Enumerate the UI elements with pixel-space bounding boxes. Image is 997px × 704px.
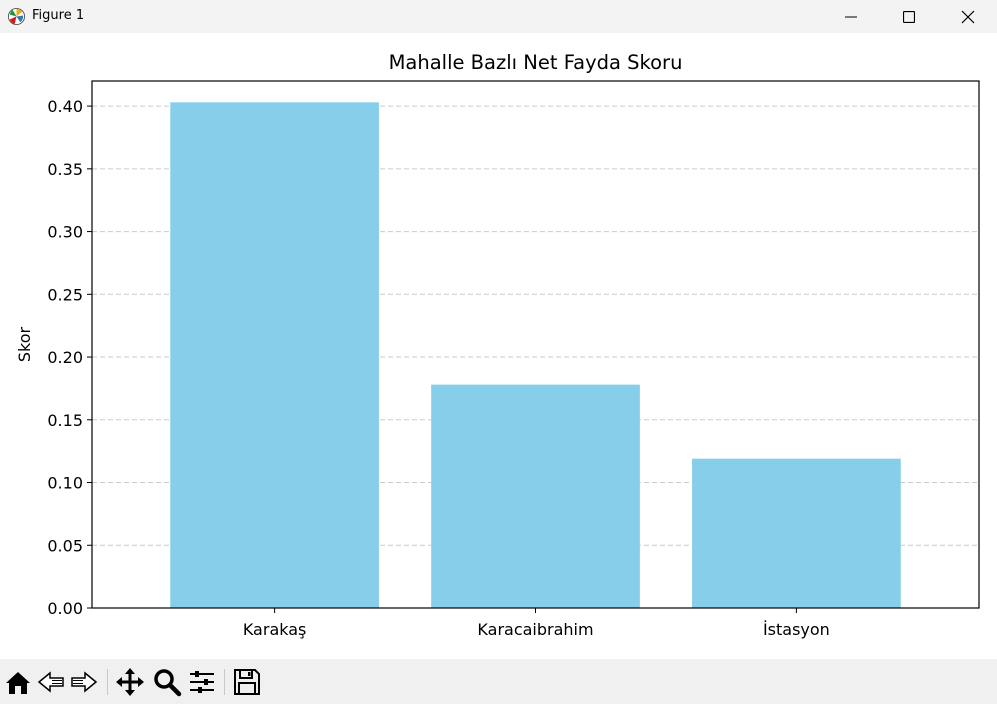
y-tick-label: 0.00 <box>47 599 83 618</box>
x-tick-label: İstasyon <box>763 620 830 639</box>
window-titlebar: Figure 1 <box>0 0 997 33</box>
y-tick-label: 0.15 <box>47 411 83 430</box>
maximize-button[interactable] <box>880 0 938 33</box>
y-tick-label: 0.25 <box>47 285 83 304</box>
window-title: Figure 1 <box>32 8 85 23</box>
y-tick-label: 0.20 <box>47 348 83 367</box>
plot-frame <box>91 80 980 609</box>
figure-canvas[interactable]: Karakaş Karacaibrahim İstasyon 0.00 0.05 0.10… <box>0 33 997 659</box>
y-axis-label: Skor <box>15 326 34 362</box>
x-tick-label: Karakaş <box>243 620 307 639</box>
y-tick-label: 0.10 <box>47 474 83 493</box>
minimize-button[interactable] <box>822 0 880 33</box>
y-tick-label: 0.40 <box>47 97 83 116</box>
minimize-icon <box>845 16 857 17</box>
bar-1 <box>431 384 640 608</box>
home-icon[interactable] <box>3 667 33 697</box>
bar-0 <box>170 102 379 608</box>
maximize-icon <box>903 10 915 23</box>
save-icon[interactable] <box>232 667 262 697</box>
bar-2 <box>692 458 901 608</box>
zoom-icon[interactable] <box>152 667 182 697</box>
close-icon <box>961 10 975 23</box>
y-tick-label: 0.30 <box>47 223 83 242</box>
y-tick-label: 0.35 <box>47 160 83 179</box>
pan-icon[interactable] <box>115 667 145 697</box>
close-button[interactable] <box>939 0 997 33</box>
y-tick-label: 0.05 <box>47 536 83 555</box>
navigation-toolbar <box>0 659 997 704</box>
configure-subplots-icon[interactable] <box>187 667 217 697</box>
back-icon[interactable] <box>36 667 66 697</box>
chart-title: Mahalle Bazlı Net Fayda Skoru <box>389 51 683 74</box>
matplotlib-logo-icon <box>7 7 26 26</box>
toolbar-separator <box>107 669 108 695</box>
forward-icon[interactable] <box>69 667 99 697</box>
toolbar-separator <box>224 669 225 695</box>
x-tick-label: Karacaibrahim <box>477 620 593 639</box>
bar-chart: Karakaş Karacaibrahim İstasyon 0.00 0.05 0.10… <box>15 51 980 639</box>
